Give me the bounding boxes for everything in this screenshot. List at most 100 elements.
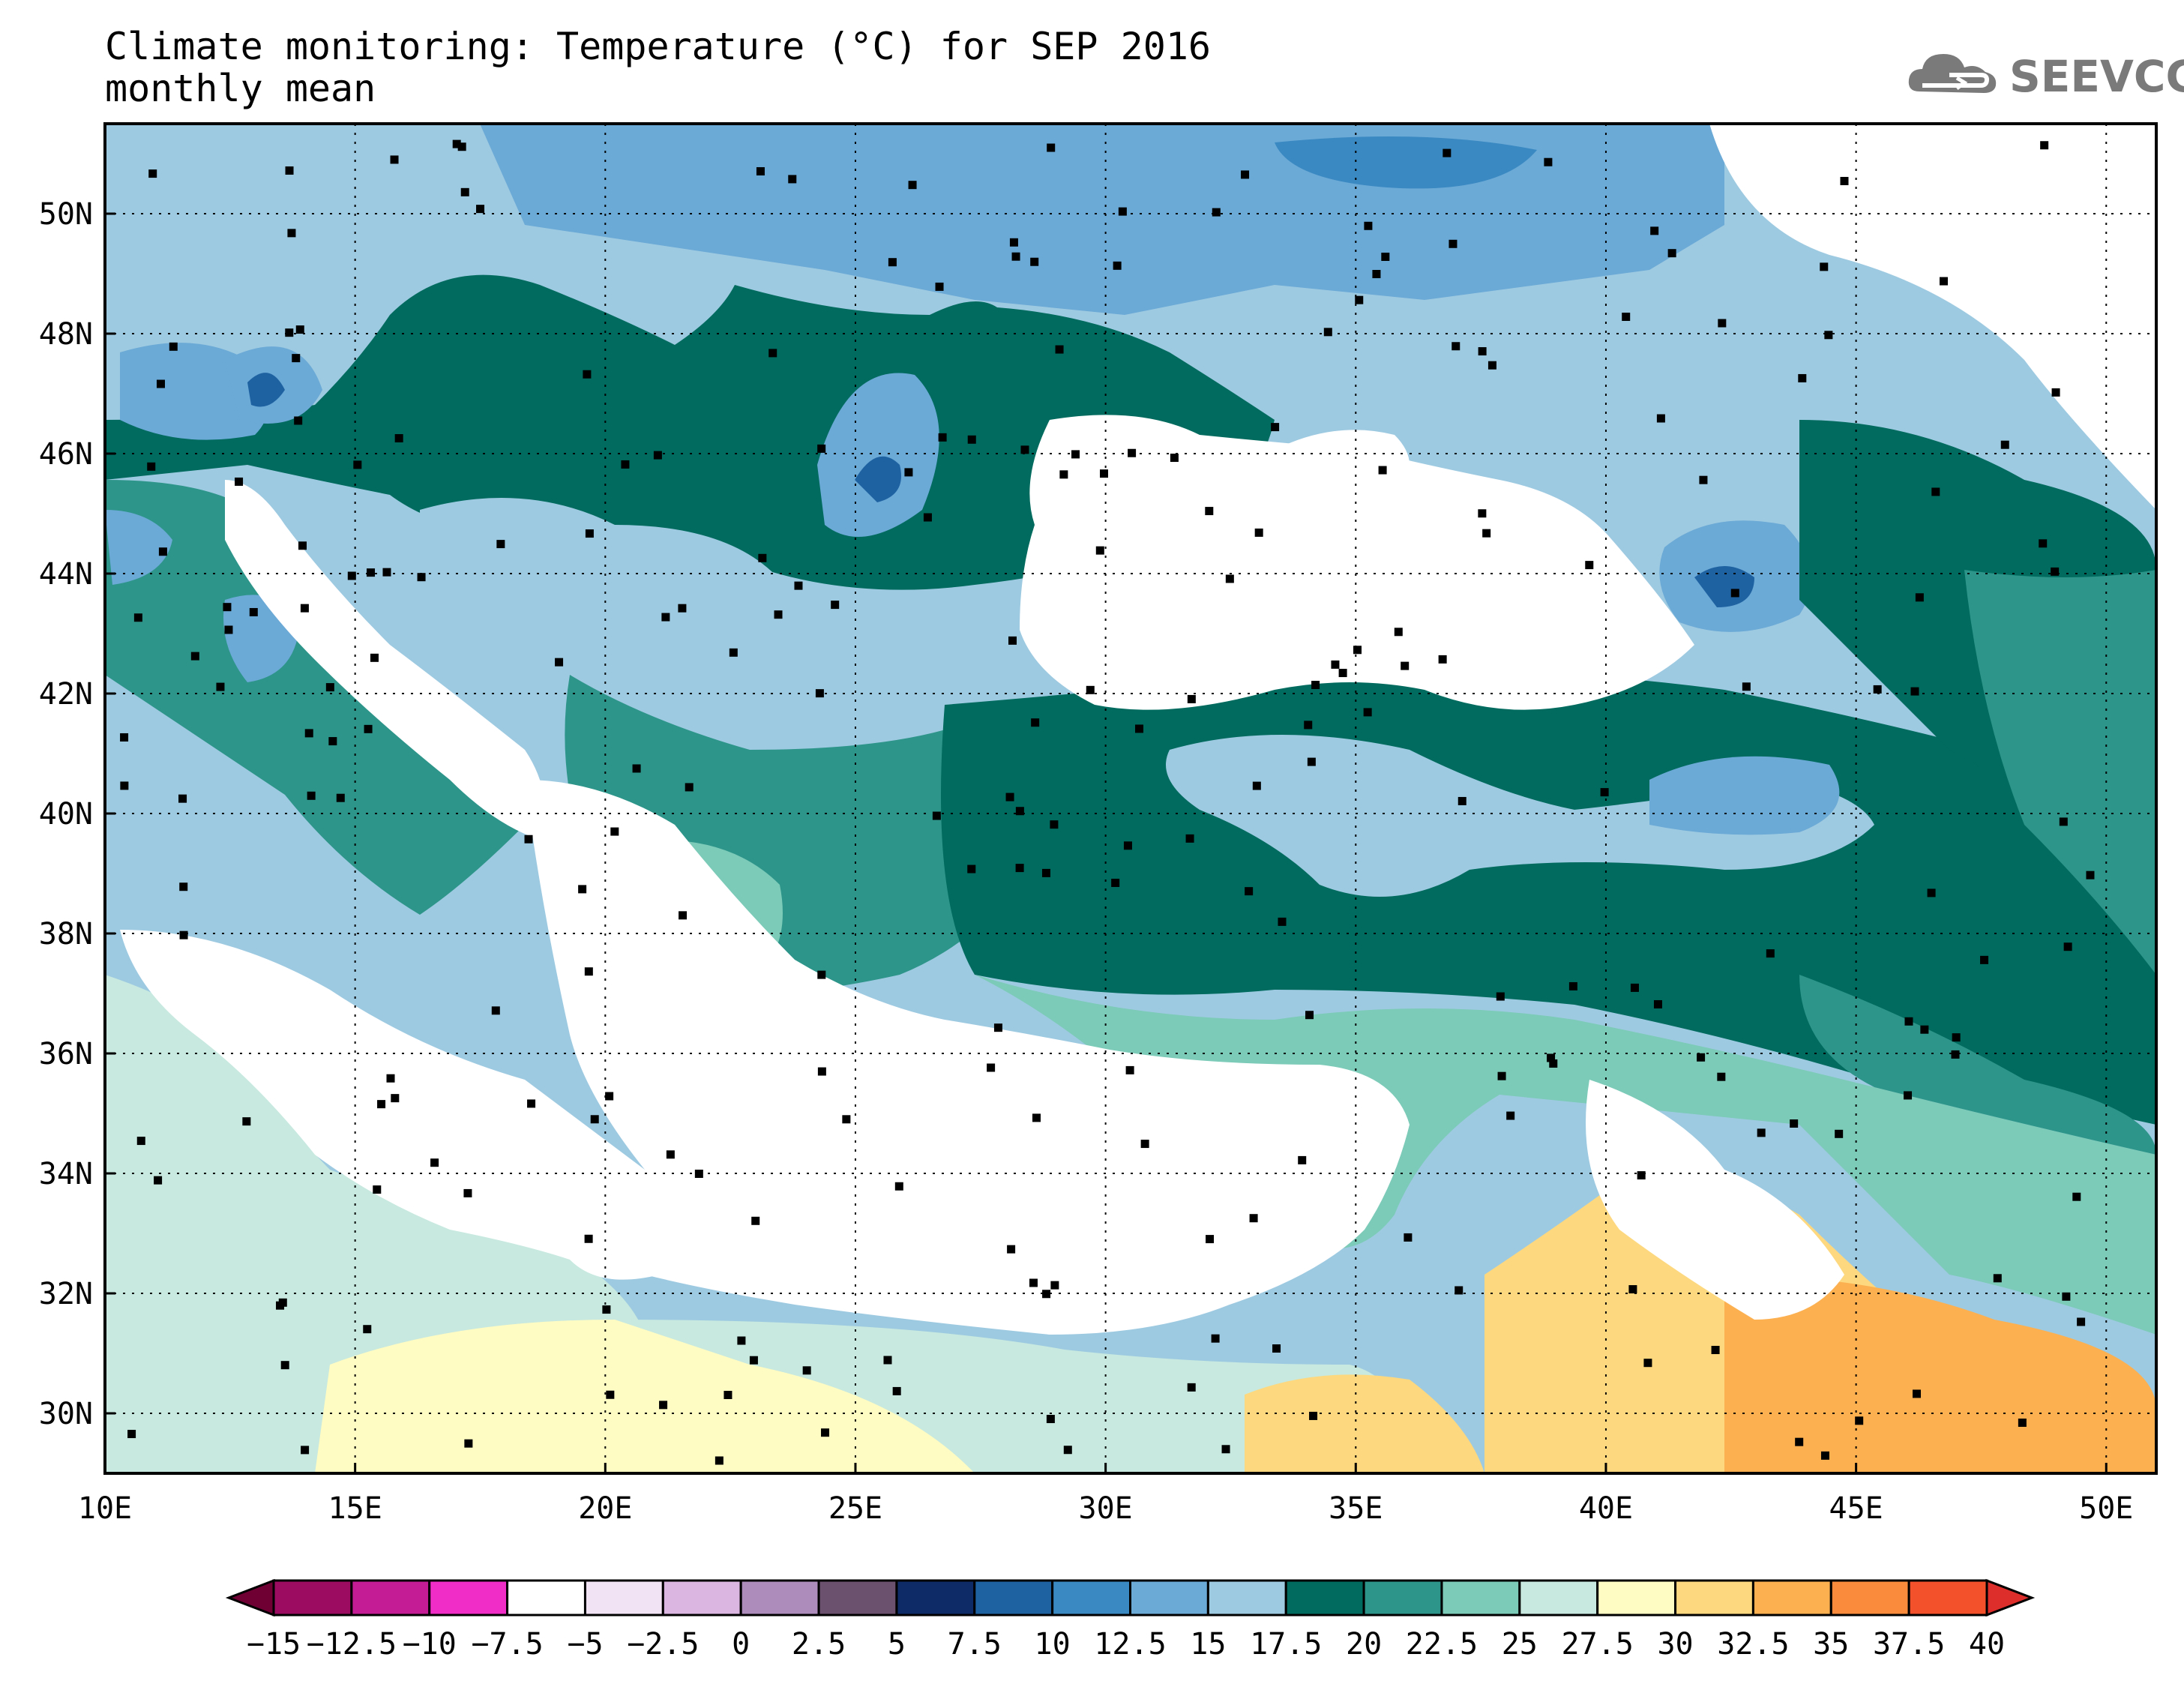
station-marker (1820, 1451, 1829, 1460)
x-tick-label: 10E (78, 1491, 132, 1526)
station-marker (1363, 708, 1372, 717)
station-marker (1252, 781, 1261, 790)
station-marker (1622, 313, 1631, 322)
station-marker (1449, 239, 1457, 248)
map-frame (103, 122, 2158, 1475)
x-tick-label: 50E (2079, 1491, 2133, 1526)
station-marker (729, 648, 738, 657)
station-marker (555, 658, 564, 667)
colorbar-box (1596, 1579, 1677, 1617)
station-marker (249, 607, 258, 616)
station-marker (460, 187, 469, 196)
station-marker (1637, 1171, 1646, 1180)
station-marker (524, 835, 533, 844)
station-marker (815, 689, 824, 698)
colorbar-box (1129, 1579, 1209, 1617)
station-marker (1298, 1155, 1307, 1164)
station-marker (390, 155, 399, 164)
station-marker (2063, 942, 2072, 951)
colorbar-box (1206, 1579, 1287, 1617)
station-marker (1452, 342, 1460, 351)
station-marker (1063, 1446, 1072, 1455)
station-marker (1931, 487, 1940, 496)
colorbar-label: 35 (1813, 1627, 1849, 1662)
station-marker (1050, 820, 1059, 829)
station-marker (1824, 331, 1833, 340)
station-marker (1920, 1025, 1929, 1034)
station-marker (1478, 509, 1487, 518)
station-marker (1798, 373, 1807, 382)
station-marker (1071, 450, 1080, 459)
station-marker (993, 1023, 1002, 1032)
station-marker (1939, 277, 1948, 286)
station-marker (1031, 718, 1040, 727)
station-marker (1041, 868, 1050, 877)
station-marker (156, 379, 165, 388)
station-marker (935, 282, 944, 291)
station-marker (1742, 682, 1751, 691)
x-tick-label: 15E (328, 1491, 382, 1526)
y-tick-label: 30N (39, 1397, 93, 1431)
station-marker (1221, 1445, 1230, 1454)
station-marker (768, 349, 777, 358)
station-marker (2051, 388, 2060, 397)
station-marker (1205, 507, 1214, 516)
colorbar-label: −12.5 (307, 1627, 397, 1662)
station-marker (1952, 1033, 1961, 1042)
colorbar-box (428, 1579, 509, 1617)
station-marker (1496, 992, 1505, 1001)
station-marker (1506, 1111, 1515, 1120)
station-marker (1697, 1053, 1706, 1062)
station-marker (894, 1182, 903, 1191)
station-marker (1331, 660, 1340, 669)
station-marker (386, 1074, 395, 1083)
colorbar-box (661, 1579, 742, 1617)
station-marker (1993, 1274, 2002, 1283)
station-marker (1711, 1346, 1720, 1355)
colorbar-box (1284, 1579, 1365, 1617)
station-marker (817, 444, 826, 453)
station-marker (285, 166, 294, 175)
station-marker (2086, 870, 2095, 879)
station-marker (1170, 454, 1179, 463)
station-marker (300, 604, 309, 613)
station-marker (1699, 475, 1708, 484)
x-tick-label: 45E (1829, 1491, 1883, 1526)
station-marker (1568, 981, 1577, 990)
station-marker (1047, 143, 1056, 152)
y-tick-label: 34N (39, 1157, 93, 1191)
x-tick-label: 20E (578, 1491, 632, 1526)
station-marker (1667, 249, 1676, 258)
colorbar-label: 15 (1190, 1627, 1226, 1662)
station-marker (1820, 262, 1829, 271)
station-marker (1795, 1437, 1804, 1446)
station-marker (1245, 887, 1254, 896)
colorbar-label: 25 (1502, 1627, 1538, 1662)
station-marker (1438, 655, 1447, 664)
graticule-grid (105, 124, 2156, 1473)
station-marker (178, 794, 187, 803)
station-marker (831, 601, 840, 610)
station-marker (632, 764, 641, 773)
station-marker (659, 1401, 668, 1410)
station-marker (367, 568, 376, 577)
station-marker (242, 1117, 251, 1126)
station-marker (147, 462, 156, 471)
station-marker (1840, 176, 1849, 185)
station-marker (1095, 546, 1104, 555)
station-marker (476, 205, 485, 214)
station-marker (1254, 528, 1263, 537)
station-marker (133, 613, 142, 622)
station-marker (1497, 1071, 1506, 1080)
colorbar-label: −7.5 (471, 1627, 543, 1662)
station-marker (1029, 1278, 1038, 1287)
station-marker (749, 1356, 758, 1365)
station-marker (1757, 1128, 1766, 1137)
colorbar-box (506, 1579, 586, 1617)
colorbar-box (1051, 1579, 1131, 1617)
station-marker (1272, 1344, 1281, 1353)
colorbar-box (973, 1579, 1054, 1617)
station-marker (987, 1063, 996, 1072)
station-marker (1401, 661, 1410, 670)
station-marker (325, 683, 334, 692)
